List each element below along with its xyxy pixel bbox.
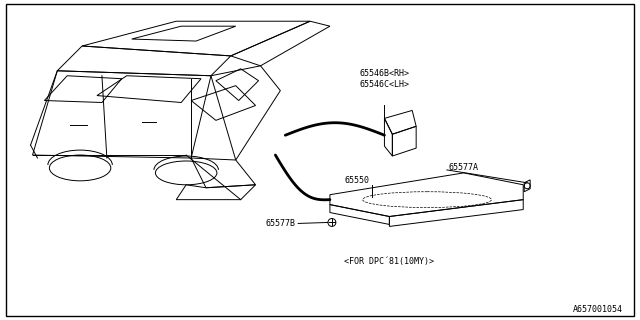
- Text: 65550: 65550: [345, 176, 370, 185]
- Text: 65546B<RH>
65546C<LH>: 65546B<RH> 65546C<LH>: [360, 69, 410, 89]
- Text: 65577A: 65577A: [449, 164, 479, 172]
- Text: <FOR DPC´81(10MY)>: <FOR DPC´81(10MY)>: [344, 257, 435, 266]
- Text: 65577B: 65577B: [265, 219, 295, 228]
- Text: A657001054: A657001054: [572, 305, 622, 314]
